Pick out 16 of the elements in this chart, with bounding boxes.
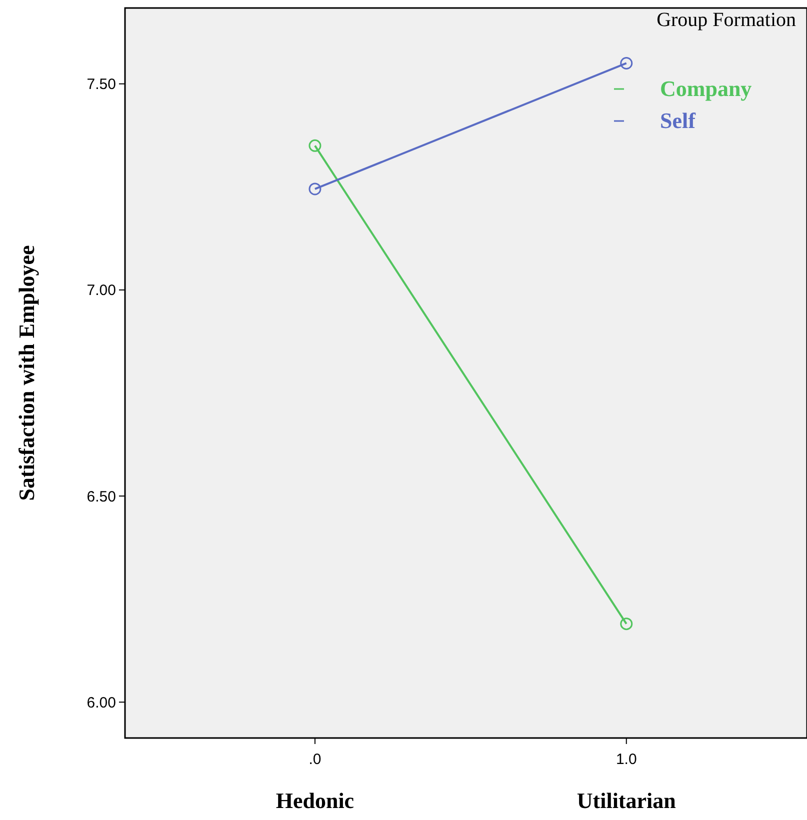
y-tick-label: 6.00	[86, 694, 116, 712]
point	[620, 56, 633, 70]
y-tick-label: 7.50	[86, 76, 116, 94]
text: Utilitarian	[576, 788, 676, 813]
point	[620, 618, 633, 630]
x-tick-label: .0	[308, 751, 322, 768]
y-tick-label: 7.00	[86, 282, 116, 300]
x-tick-label: 1.0	[616, 751, 637, 768]
text: Hedonic	[276, 788, 354, 813]
legend-label: Self	[660, 108, 696, 133]
legend-label: Company	[660, 76, 752, 101]
point	[308, 182, 322, 196]
y-tick-label: 6.50	[86, 488, 116, 506]
point	[308, 139, 322, 152]
legend-title: Group Formation	[656, 9, 796, 31]
y-axis-title: Satisfaction with Employee	[14, 245, 39, 501]
